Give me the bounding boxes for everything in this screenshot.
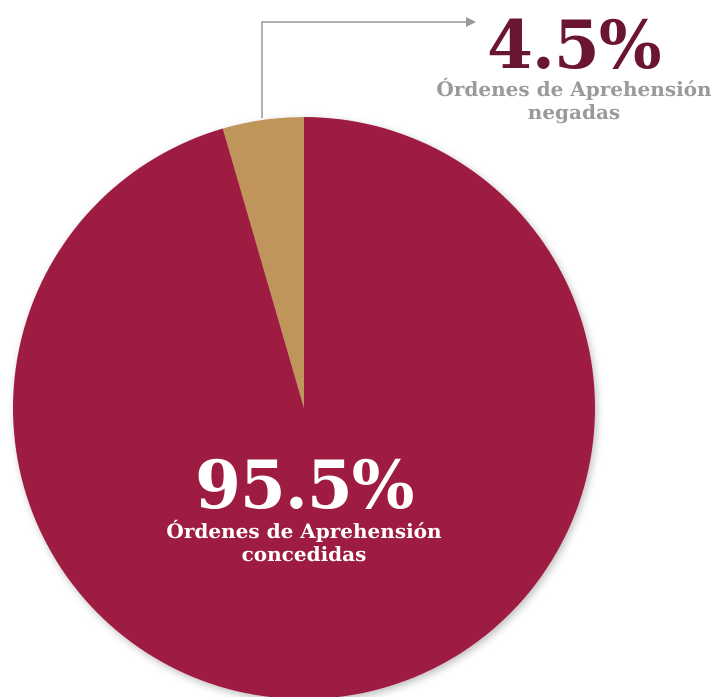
value-label: 95.5%	[195, 446, 414, 524]
value-label: 4.5%	[487, 6, 662, 84]
slice	[222, 117, 304, 408]
slice	[13, 117, 595, 697]
leader-arrow	[466, 17, 476, 27]
category-label: Órdenes de Aprehensión negadas	[436, 77, 712, 124]
category-label: Órdenes de Aprehensión concedidas	[166, 519, 442, 566]
slices	[13, 117, 595, 697]
leader-line	[261, 21, 468, 118]
